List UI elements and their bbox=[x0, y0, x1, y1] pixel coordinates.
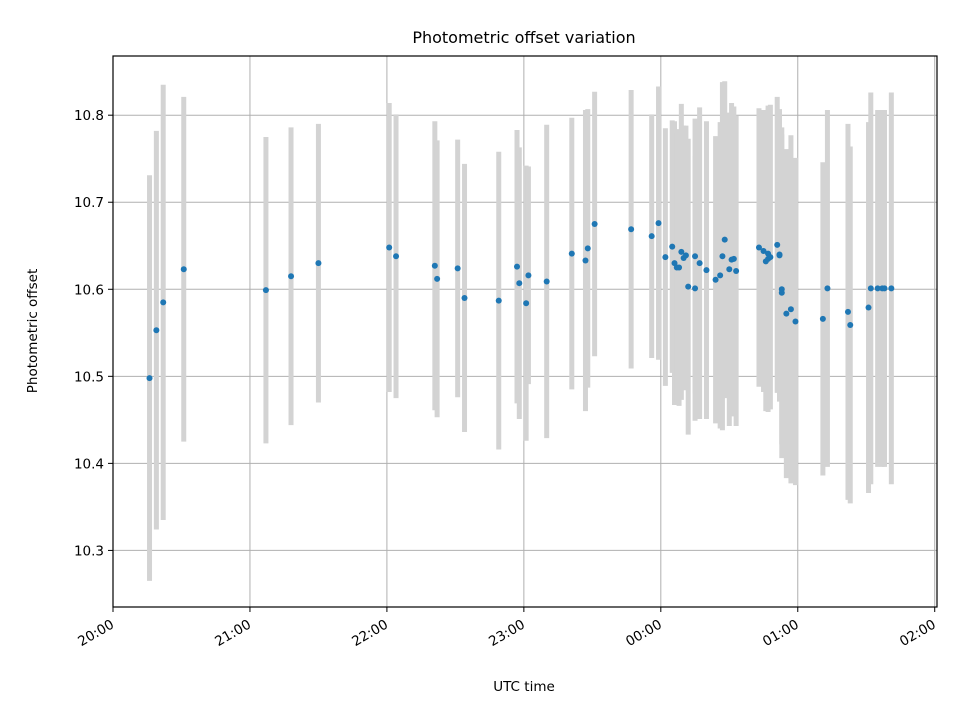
data-point bbox=[568, 250, 575, 257]
point-layer bbox=[146, 220, 895, 382]
data-point bbox=[874, 285, 881, 292]
data-point bbox=[865, 304, 872, 311]
data-point bbox=[628, 226, 635, 233]
data-point bbox=[776, 252, 783, 259]
plot-frame bbox=[112, 55, 938, 608]
data-point bbox=[760, 247, 767, 254]
data-point bbox=[844, 308, 851, 315]
data-point bbox=[824, 285, 831, 292]
data-point bbox=[582, 257, 589, 264]
data-point bbox=[180, 266, 187, 273]
data-point bbox=[160, 299, 167, 306]
data-point bbox=[692, 253, 699, 260]
data-point bbox=[461, 294, 468, 301]
data-point bbox=[315, 260, 322, 267]
data-point bbox=[730, 255, 737, 262]
data-point bbox=[685, 283, 692, 290]
data-point bbox=[523, 300, 530, 307]
x-axis-label: UTC time bbox=[493, 679, 555, 695]
data-point bbox=[514, 263, 521, 270]
data-point bbox=[434, 275, 441, 282]
data-point bbox=[431, 262, 438, 269]
data-point bbox=[262, 287, 269, 294]
data-point bbox=[676, 264, 683, 271]
data-point bbox=[543, 278, 550, 285]
y-tick-label: 10.7 bbox=[74, 195, 104, 211]
data-point bbox=[778, 289, 785, 296]
data-point bbox=[648, 233, 655, 240]
data-point bbox=[584, 245, 591, 252]
y-tick-label: 10.6 bbox=[74, 282, 104, 298]
data-point bbox=[787, 306, 794, 313]
data-point bbox=[454, 265, 461, 272]
data-point bbox=[847, 321, 854, 328]
chart-title: Photometric offset variation bbox=[412, 28, 635, 47]
data-point bbox=[393, 253, 400, 260]
y-tick-label: 10.5 bbox=[74, 369, 104, 385]
data-point bbox=[717, 272, 724, 279]
data-point bbox=[703, 267, 710, 274]
y-tick-label: 10.3 bbox=[74, 543, 104, 559]
data-point bbox=[516, 280, 523, 287]
data-point bbox=[682, 252, 689, 259]
data-point bbox=[662, 254, 669, 261]
data-point bbox=[721, 236, 728, 243]
data-point bbox=[678, 248, 685, 255]
data-point bbox=[669, 243, 676, 250]
data-point bbox=[655, 220, 662, 227]
data-point bbox=[881, 285, 888, 292]
data-point bbox=[819, 315, 826, 322]
data-point bbox=[591, 220, 598, 227]
y-axis-label: Photometric offset bbox=[25, 269, 41, 393]
data-point bbox=[153, 327, 160, 334]
data-point bbox=[525, 272, 532, 279]
data-point bbox=[867, 285, 874, 292]
data-point bbox=[719, 253, 726, 260]
data-point bbox=[755, 244, 762, 251]
data-point bbox=[726, 266, 733, 273]
data-point bbox=[774, 241, 781, 248]
y-tick-label: 10.4 bbox=[74, 456, 104, 472]
data-point bbox=[386, 244, 393, 251]
data-point bbox=[288, 273, 295, 280]
data-point bbox=[767, 254, 774, 261]
data-point bbox=[146, 375, 153, 382]
data-point bbox=[733, 268, 740, 275]
data-point bbox=[696, 260, 703, 267]
data-point bbox=[792, 318, 799, 325]
data-point bbox=[783, 310, 790, 317]
data-point bbox=[495, 297, 502, 304]
data-point bbox=[692, 285, 699, 292]
data-point bbox=[712, 276, 719, 283]
data-point bbox=[888, 285, 895, 292]
y-tick-label: 10.8 bbox=[74, 108, 104, 124]
